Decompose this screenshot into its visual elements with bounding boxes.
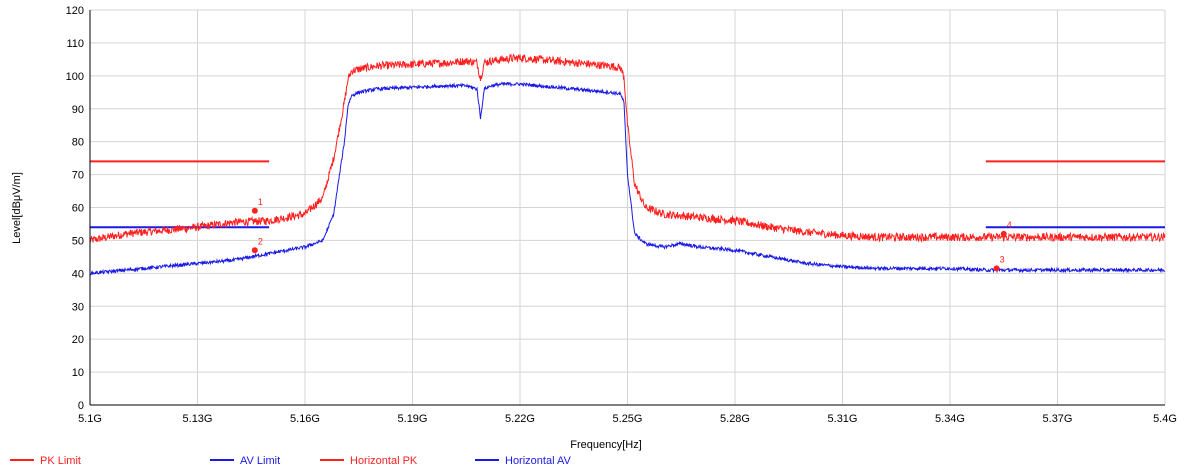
horizontal-av-trace — [89, 81, 1166, 276]
y-tick-label: 40 — [72, 268, 84, 280]
y-tick-label: 70 — [72, 170, 84, 182]
x-tick-label: 5.31G — [828, 413, 858, 425]
x-tick-label: 5.16G — [290, 413, 320, 425]
x-tick-label: 5.34G — [935, 413, 965, 425]
legend-horizontal-pk-label: Horizontal PK — [350, 455, 418, 467]
x-tick-label: 5.28G — [720, 413, 750, 425]
marker-layer: 1 2 3 4 — [251, 197, 1012, 272]
marker-4-label: 4 — [1007, 220, 1012, 230]
axes — [89, 10, 1165, 406]
y-tick-label: 60 — [72, 203, 84, 215]
legend: PK Limit AV Limit Horizontal PK Horizontal … — [10, 455, 571, 467]
marker-1-dot — [251, 207, 258, 214]
x-tick-label: 5.13G — [183, 413, 213, 425]
x-tick-label: 5.4G — [1153, 413, 1177, 425]
legend-horizontal-av-label: Horizontal AV — [505, 455, 571, 467]
y-axis-title: Level[dBμV/m] — [11, 172, 23, 244]
y-tick-label: 0 — [78, 400, 84, 412]
marker-2-label: 2 — [258, 236, 263, 246]
x-axis-title: Frequency[Hz] — [570, 439, 642, 451]
grid-lines — [89, 9, 1166, 406]
marker-1-label: 1 — [258, 197, 263, 207]
y-tick-label: 50 — [72, 235, 84, 247]
series-layer — [89, 53, 1166, 276]
tick-labels: 0 10 20 30 40 50 60 70 80 90 100 110 120 5.1G 5.13G 5.1… — [66, 5, 1177, 425]
y-tick-label: 30 — [72, 301, 84, 313]
y-tick-label: 90 — [72, 104, 84, 116]
x-tick-label: 5.25G — [613, 413, 643, 425]
marker-4-dot — [1000, 230, 1007, 237]
y-tick-label: 80 — [72, 137, 84, 149]
y-tick-label: 20 — [72, 334, 84, 346]
legend-pk-limit-label: PK Limit — [40, 455, 81, 467]
legend-av-limit-label: AV Limit — [240, 455, 280, 467]
x-tick-label: 5.19G — [398, 413, 428, 425]
marker-3-label: 3 — [1000, 254, 1005, 264]
horizontal-pk-trace — [89, 53, 1166, 243]
x-tick-label: 5.22G — [505, 413, 535, 425]
y-tick-label: 120 — [66, 5, 84, 17]
marker-2-dot — [251, 247, 258, 254]
y-tick-label: 110 — [66, 38, 84, 50]
y-tick-label: 100 — [66, 71, 84, 83]
x-tick-label: 5.1G — [78, 413, 102, 425]
y-tick-label: 10 — [72, 367, 84, 379]
marker-3-dot — [993, 265, 1000, 272]
x-tick-label: 5.37G — [1043, 413, 1073, 425]
